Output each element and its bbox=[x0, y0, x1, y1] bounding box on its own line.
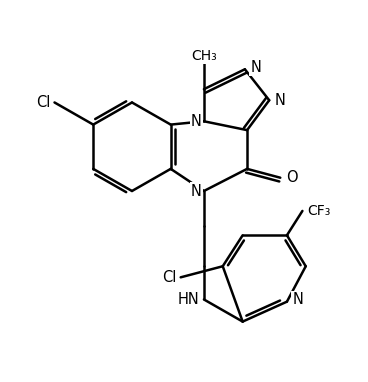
Text: N: N bbox=[191, 114, 202, 129]
Text: O: O bbox=[286, 170, 297, 185]
Text: HN: HN bbox=[178, 292, 199, 307]
Text: N: N bbox=[250, 60, 261, 74]
Text: CF₃: CF₃ bbox=[307, 204, 330, 218]
Text: CH₃: CH₃ bbox=[191, 49, 217, 63]
Text: N: N bbox=[275, 93, 286, 108]
Text: Cl: Cl bbox=[162, 270, 176, 285]
Text: N: N bbox=[293, 292, 303, 307]
Text: Cl: Cl bbox=[36, 95, 50, 110]
Text: N: N bbox=[191, 183, 202, 199]
